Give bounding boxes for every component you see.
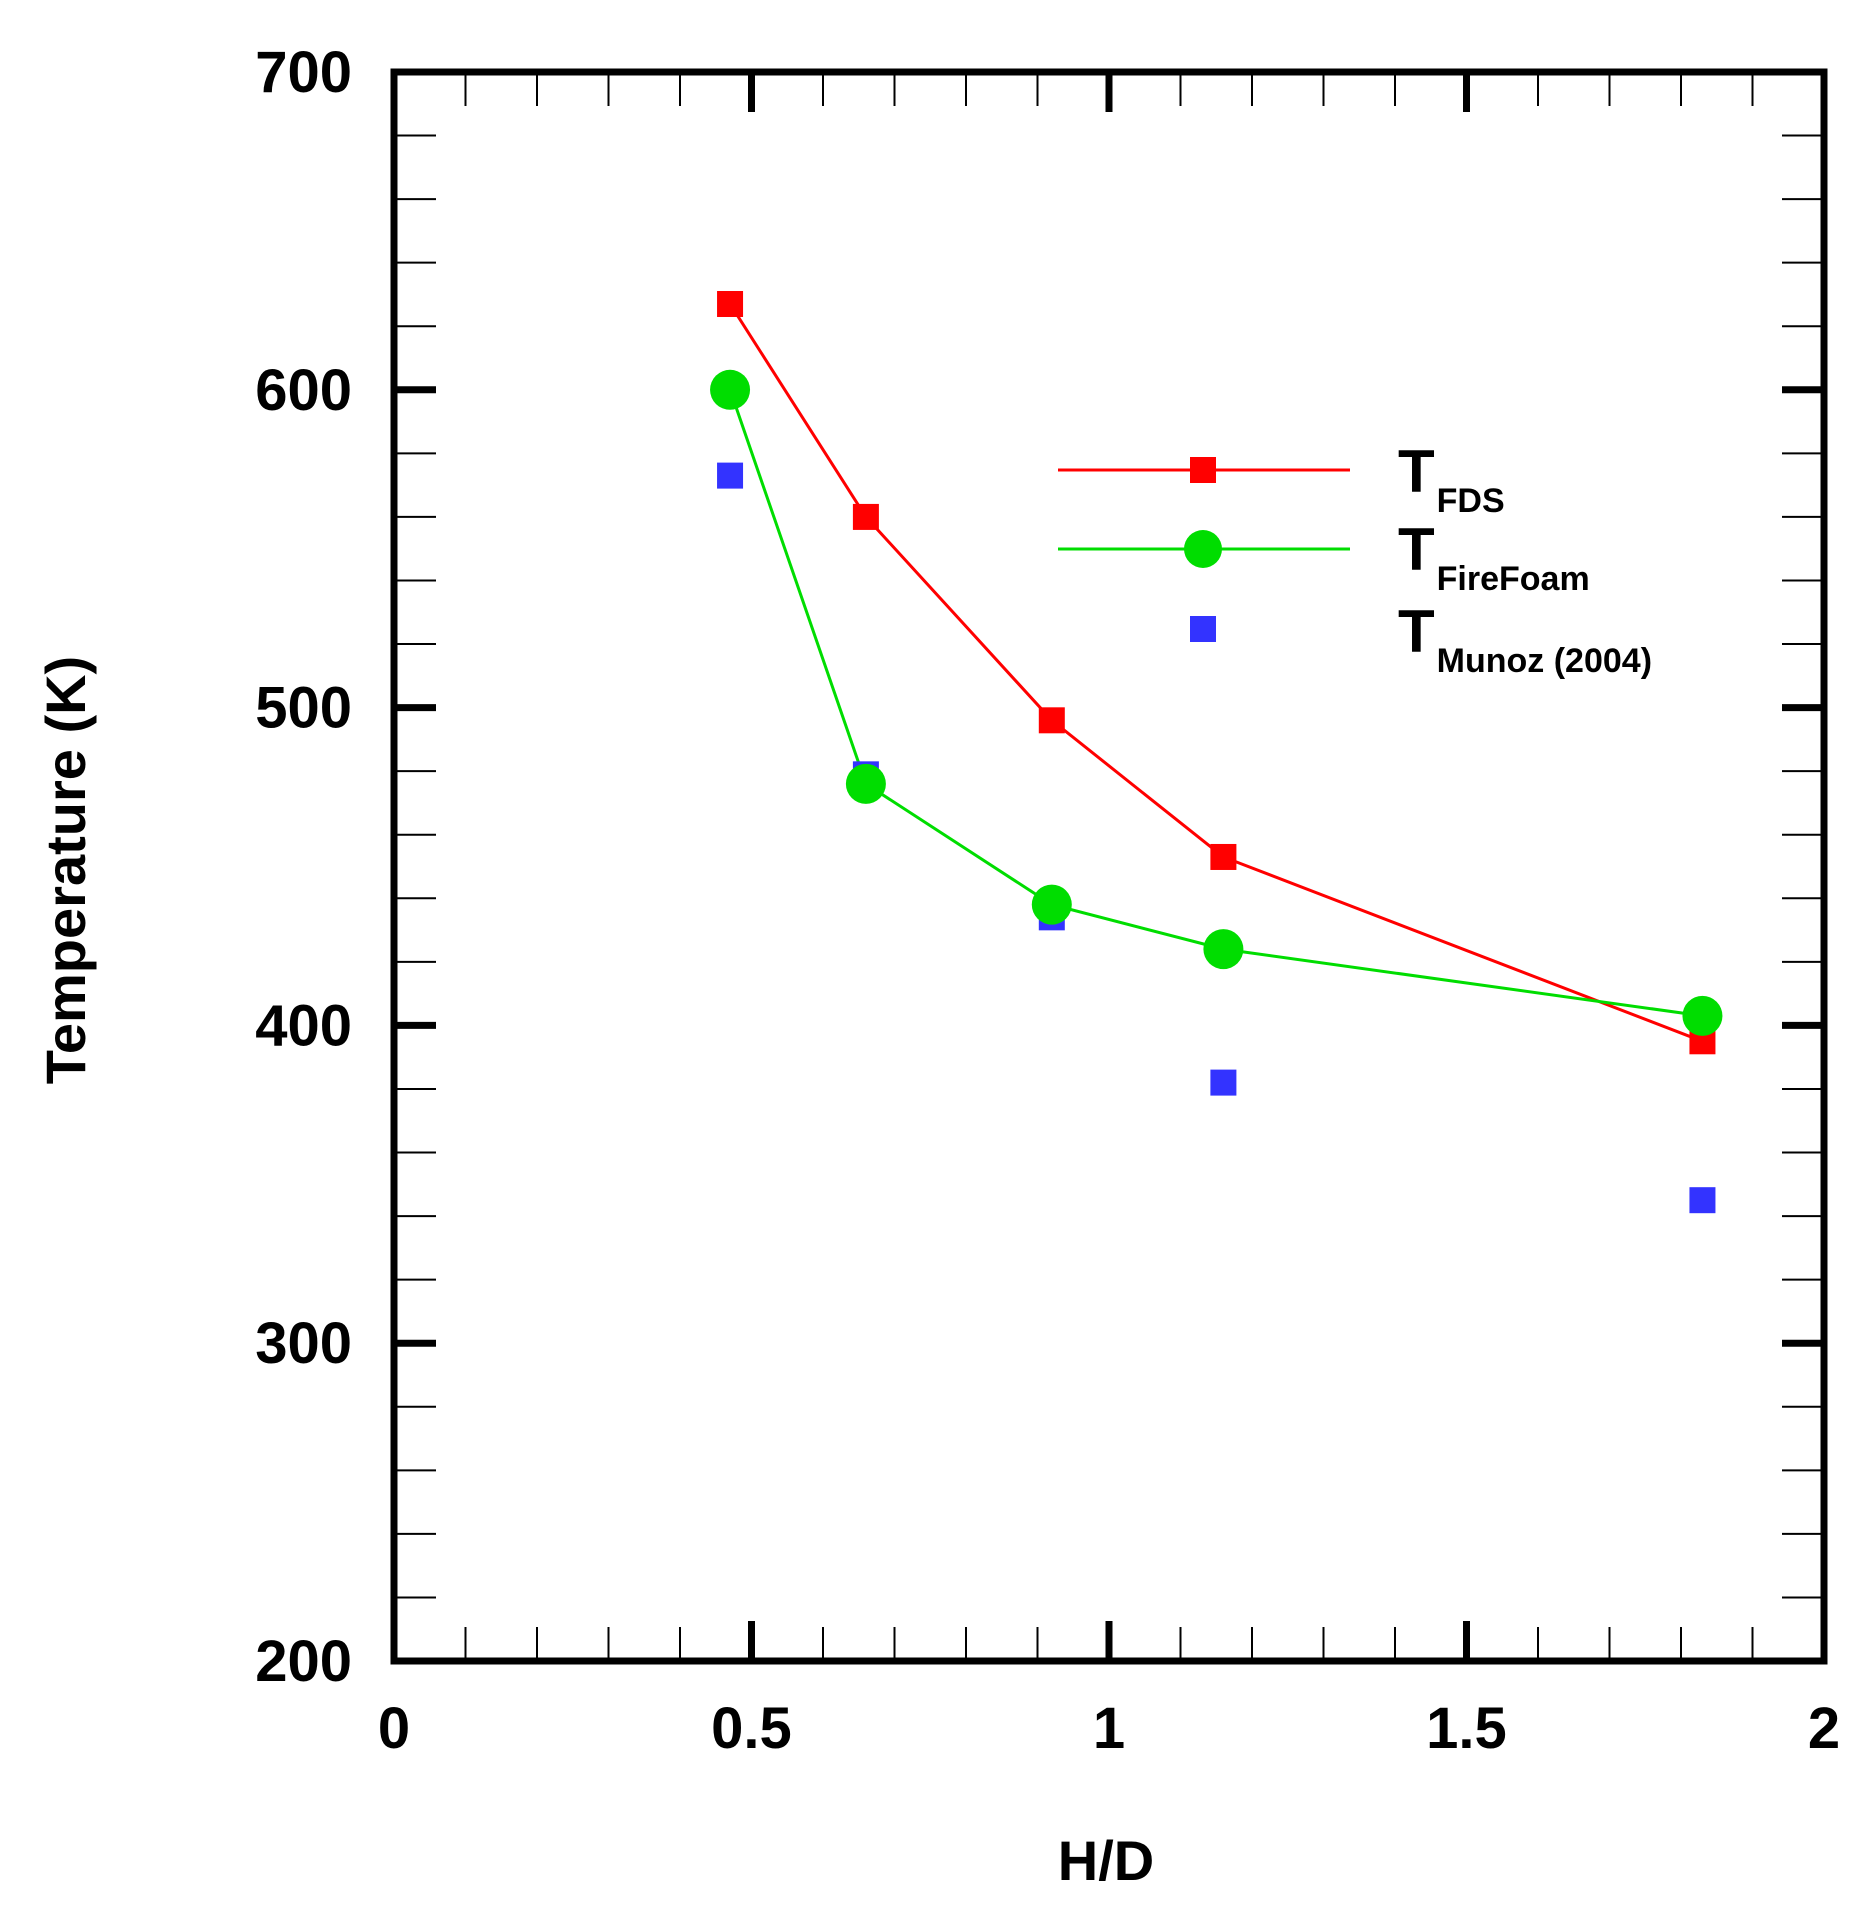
legend-label-fds-sub: FDS — [1437, 482, 1505, 520]
legend-label-munoz-sub: Munoz (2004) — [1437, 642, 1652, 680]
x-tick-label: 0.5 — [711, 1696, 792, 1761]
major-ticks — [390, 68, 1828, 1665]
series-layer — [710, 290, 1723, 1214]
y-tick-labels: 200 300 400 500 600 700 — [255, 40, 352, 1694]
x-tick-label: 1.5 — [1426, 1696, 1507, 1761]
series-line-1 — [728, 389, 1703, 1018]
legend-label-munoz-main: T — [1398, 598, 1435, 665]
legend-marker-firefoam — [1184, 530, 1222, 568]
point-marker — [1682, 995, 1723, 1036]
point-marker — [1203, 929, 1244, 970]
point-marker — [710, 369, 751, 410]
y-tick-label: 200 — [255, 1629, 352, 1694]
legend-label-firefoam-main: T — [1398, 516, 1435, 583]
point-marker — [717, 290, 744, 317]
point-marker — [845, 763, 886, 804]
legend-marker-munoz — [1190, 616, 1216, 642]
x-tick-label: 0 — [378, 1696, 410, 1761]
minor-ticks — [394, 72, 1824, 1661]
x-tick-label: 1 — [1093, 1696, 1125, 1761]
point-marker — [1689, 1187, 1716, 1214]
point-marker — [717, 462, 744, 489]
point-marker — [852, 503, 879, 530]
legend-label-firefoam-sub: FireFoam — [1437, 560, 1590, 598]
point-marker — [1210, 843, 1237, 870]
legend-label-fds-main: T — [1398, 438, 1435, 505]
point-marker — [1038, 707, 1065, 734]
legend-label-munoz: TMunoz (2004) — [1398, 598, 1652, 680]
y-tick-label: 600 — [255, 358, 352, 423]
legend-marker-fds — [1190, 457, 1216, 483]
x-tick-label: 2 — [1808, 1696, 1840, 1761]
point-marker — [1210, 1069, 1237, 1096]
y-tick-label: 700 — [255, 40, 352, 105]
point-marker — [1031, 884, 1072, 925]
legend-label-fds: TFDS — [1398, 438, 1505, 520]
legend: TFDS TFireFoam TMunoz (2004) — [1058, 438, 1652, 680]
plot-frame — [390, 68, 1828, 1665]
y-axis-title: Temperature (K) — [34, 656, 97, 1084]
x-axis-title: H/D — [1058, 1829, 1154, 1892]
x-tick-labels: 0 0.5 1 1.5 2 — [378, 1696, 1840, 1761]
y-tick-label: 400 — [255, 993, 352, 1058]
y-tick-label: 500 — [255, 676, 352, 741]
legend-label-firefoam: TFireFoam — [1398, 516, 1590, 598]
y-tick-label: 300 — [255, 1311, 352, 1376]
